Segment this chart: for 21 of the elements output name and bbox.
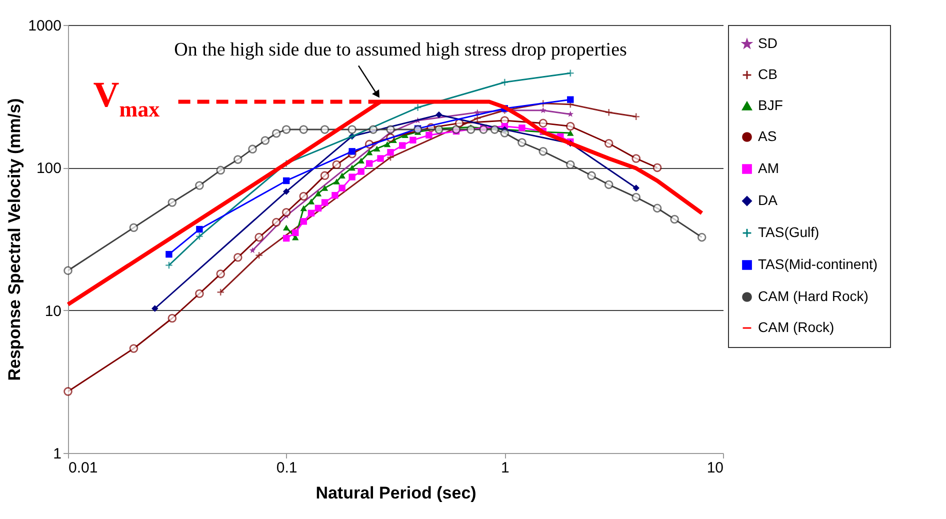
legend-label: AS	[758, 128, 777, 144]
legend-label: AM	[758, 160, 779, 176]
y-tick-label: 10	[44, 302, 62, 320]
legend-label: BJF	[758, 97, 783, 113]
legend-label: SD	[758, 35, 778, 51]
y-tick-label: 1	[53, 446, 62, 462]
legend-label: CAM (Rock)	[758, 319, 834, 335]
x-axis-title: Natural Period (sec)	[316, 484, 476, 502]
legend-label: CAM (Hard Rock)	[758, 288, 868, 304]
legend-label: DA	[758, 192, 778, 208]
legend-label: TAS(Gulf)	[758, 224, 820, 240]
x-tick-label: 1	[500, 460, 510, 476]
legend-label: CB	[758, 66, 778, 82]
y-axis-title: Response Spectral Velocity (mm/s)	[5, 98, 24, 381]
x-tick-label: 0.1	[276, 460, 298, 476]
x-tick-label: 0.01	[68, 460, 98, 476]
x-tick-label: 10	[706, 460, 724, 476]
y-tick-label: 100	[36, 160, 62, 178]
annotation: On the high side due to assumed high stress drop properties	[174, 40, 627, 61]
legend-label: TAS(Mid-continent)	[758, 256, 878, 272]
y-tick-label: 1000	[28, 18, 62, 34]
